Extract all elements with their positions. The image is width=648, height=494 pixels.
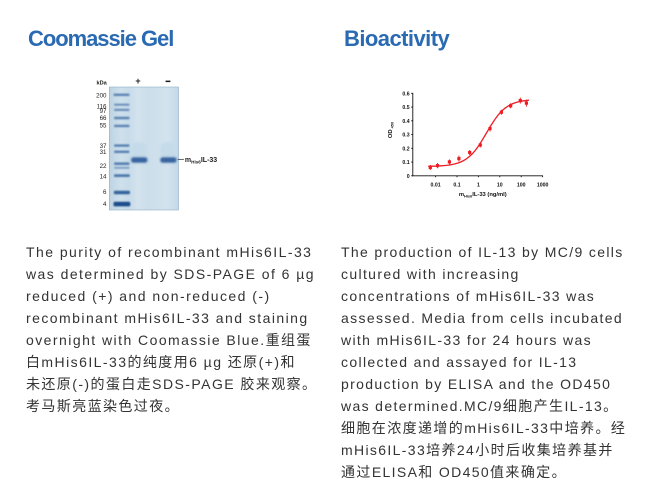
- svg-text:kDa: kDa: [97, 80, 108, 86]
- svg-text:mHis6IL-33 (ng/ml): mHis6IL-33 (ng/ml): [459, 192, 507, 198]
- svg-text:116: 116: [97, 103, 107, 110]
- svg-text:1: 1: [477, 182, 480, 188]
- svg-text:14: 14: [100, 174, 107, 181]
- svg-text:0.4: 0.4: [402, 119, 409, 125]
- svg-text:10: 10: [497, 182, 503, 188]
- svg-text:0.5: 0.5: [402, 105, 409, 111]
- svg-text:97: 97: [100, 108, 107, 115]
- svg-text:4: 4: [103, 201, 107, 208]
- svg-text:mHis6IL-33: mHis6IL-33: [185, 157, 217, 165]
- svg-text:+: +: [135, 76, 140, 86]
- svg-text:0.2: 0.2: [402, 146, 409, 152]
- svg-text:OD 450: OD 450: [388, 122, 394, 138]
- svg-text:0.01: 0.01: [431, 182, 441, 188]
- svg-text:31: 31: [100, 149, 107, 156]
- svg-text:100: 100: [517, 182, 526, 188]
- svg-text:200: 200: [96, 93, 107, 100]
- svg-text:0.6: 0.6: [402, 91, 409, 97]
- svg-text:55: 55: [100, 123, 107, 130]
- svg-text:0: 0: [407, 174, 410, 180]
- svg-text:0.1: 0.1: [453, 182, 460, 188]
- svg-text:66: 66: [100, 115, 107, 122]
- svg-text:6: 6: [103, 189, 107, 196]
- svg-text:0.1: 0.1: [402, 160, 409, 166]
- svg-text:1000: 1000: [537, 182, 549, 188]
- svg-text:0.3: 0.3: [402, 133, 409, 139]
- svg-text:22: 22: [100, 163, 107, 170]
- svg-text:37: 37: [100, 143, 107, 150]
